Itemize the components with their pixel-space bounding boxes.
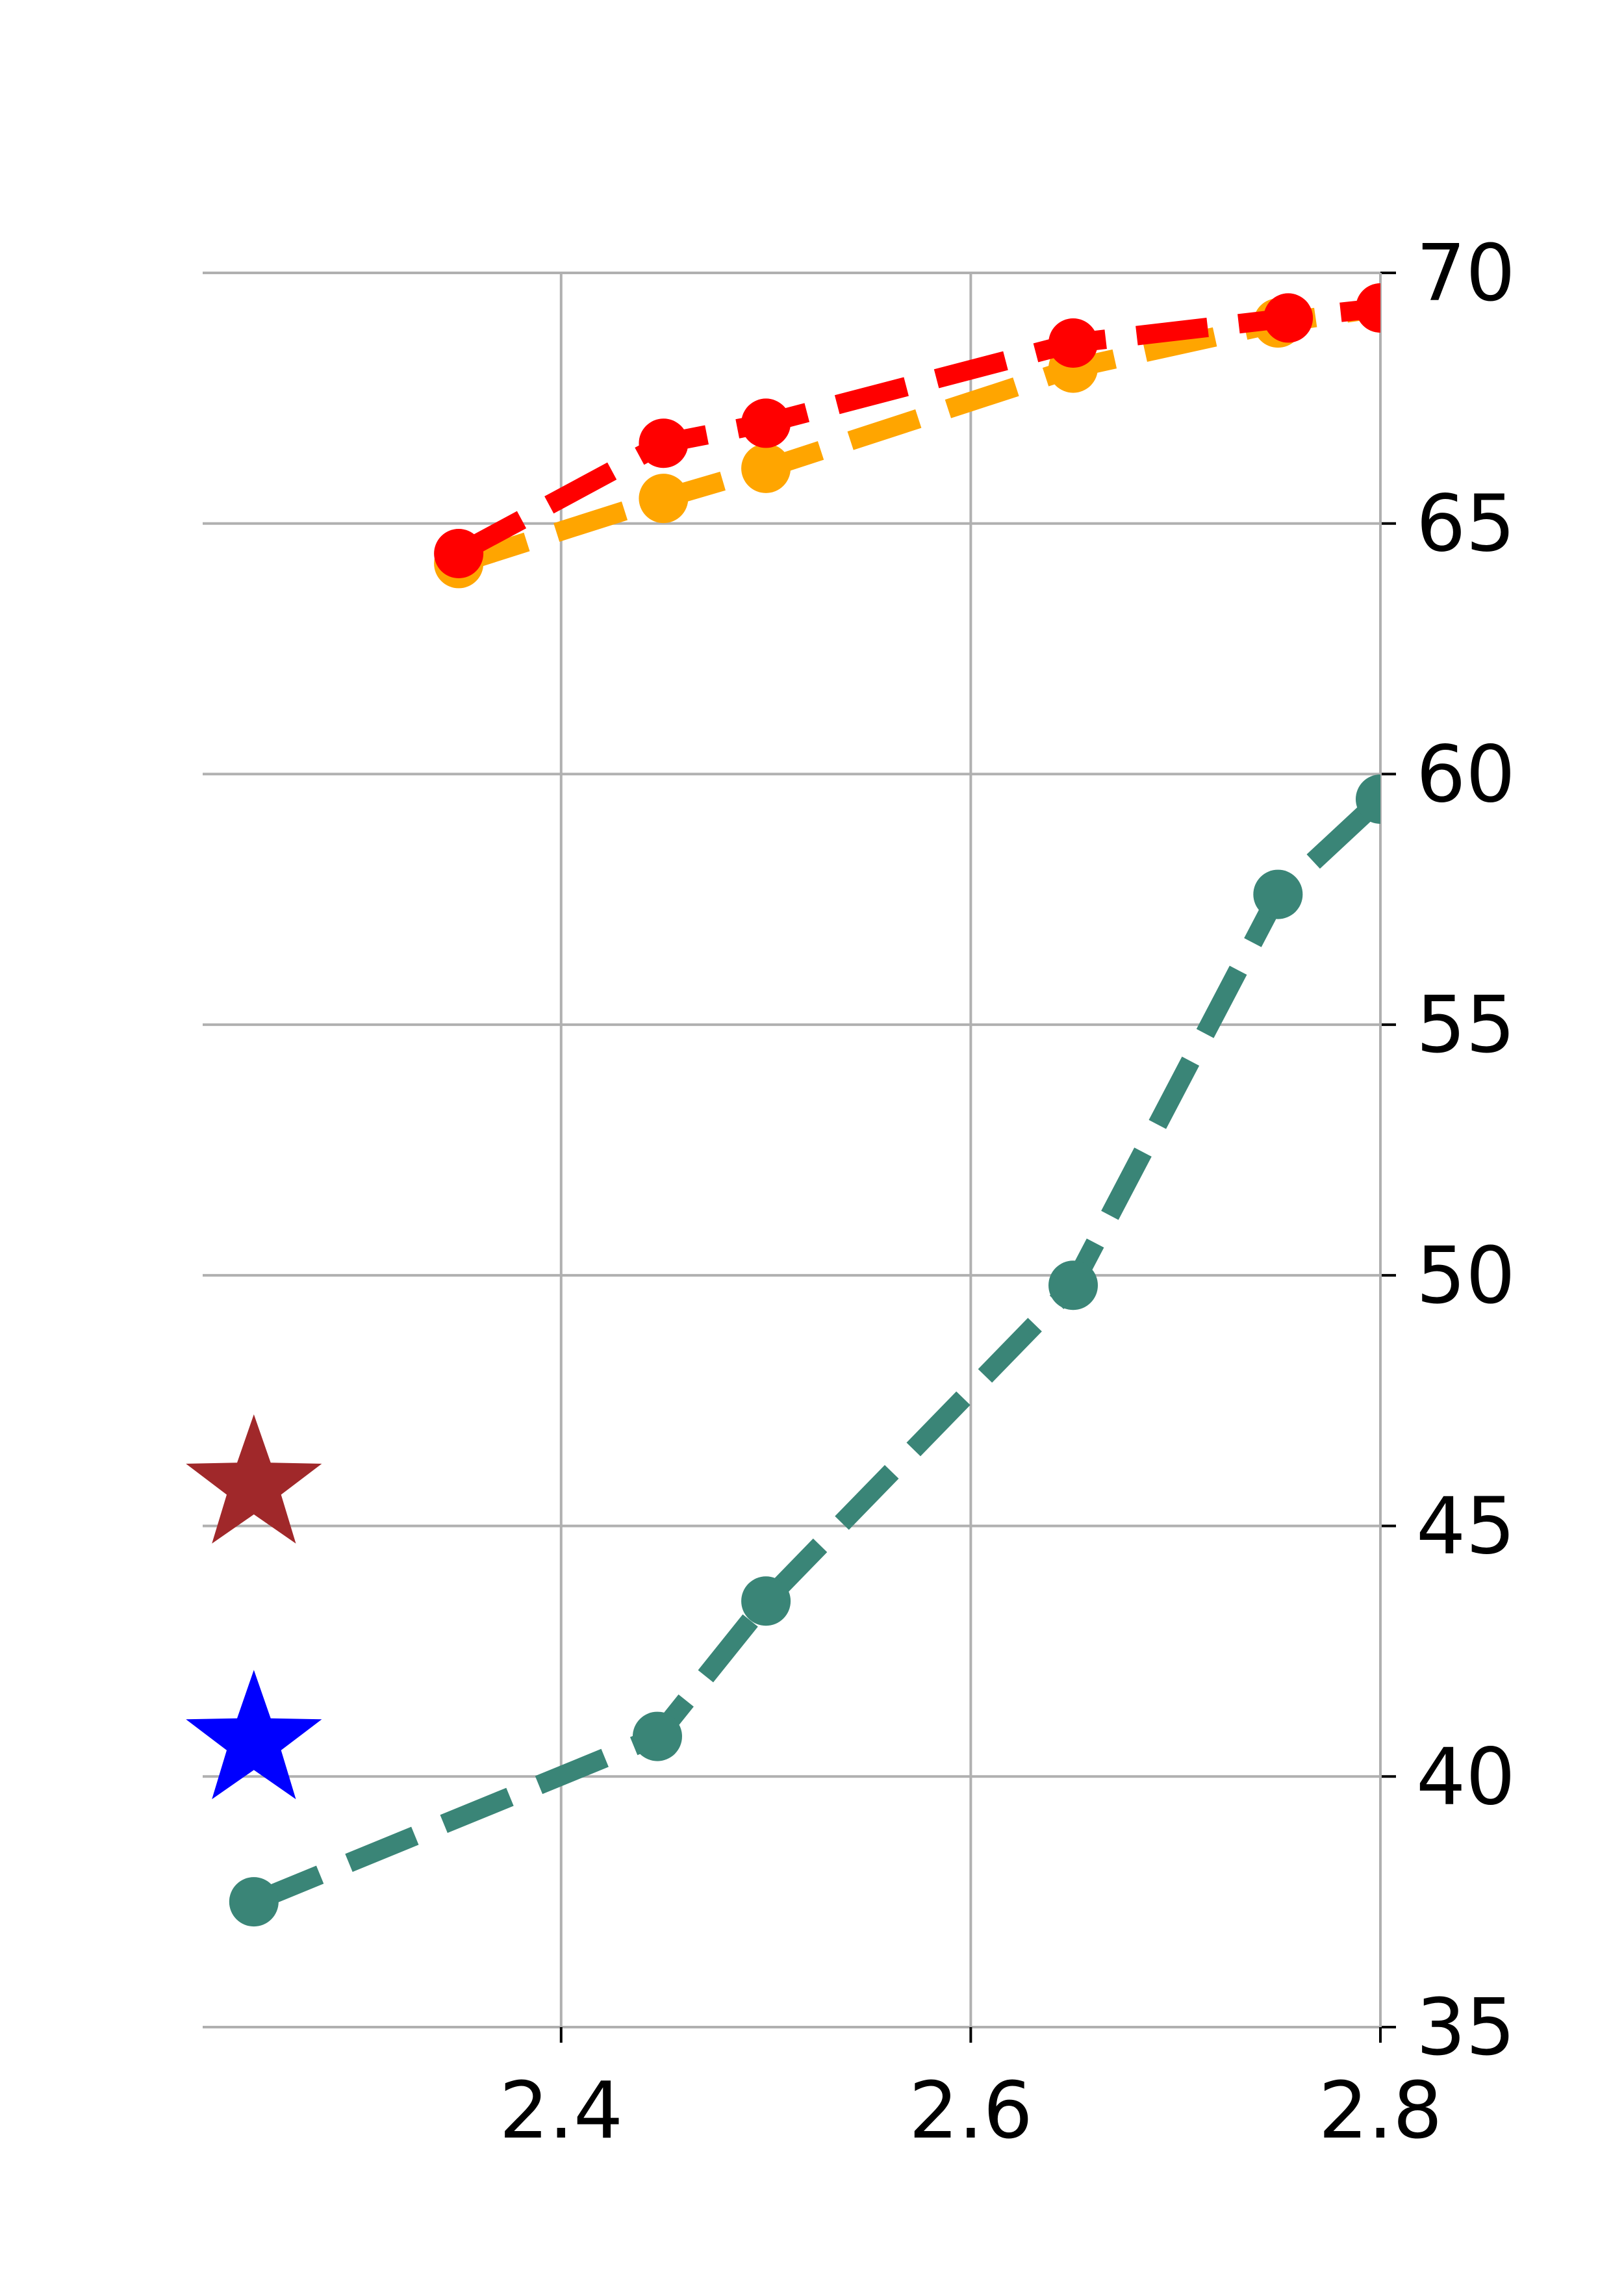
markers <box>186 1414 322 1800</box>
star-marker <box>186 1414 322 1544</box>
x-tick-label: 2.6 <box>909 2066 1033 2156</box>
data-point <box>1253 869 1303 919</box>
data-point <box>1048 1260 1098 1310</box>
data-point <box>741 398 791 448</box>
data-point <box>1356 283 1380 333</box>
data-point <box>1263 293 1313 343</box>
y-tick-label: 60 <box>1416 730 1516 820</box>
y-tick-label: 70 <box>1416 229 1516 319</box>
series-2 <box>229 774 1380 1927</box>
data-point <box>741 443 791 493</box>
data-point <box>632 1711 682 1761</box>
data-point <box>434 529 484 578</box>
series-line <box>455 298 1380 573</box>
y-tick-label: 40 <box>1416 1732 1516 1822</box>
data-point <box>639 418 689 468</box>
grid <box>203 272 1382 2028</box>
y-tick-label: 65 <box>1416 479 1516 570</box>
series-line <box>250 792 1380 1911</box>
star-marker <box>186 1670 322 1800</box>
data-point <box>1048 318 1098 368</box>
series <box>229 283 1380 1927</box>
data-point <box>1356 774 1380 824</box>
x-tick-label: 2.4 <box>499 2066 623 2156</box>
y-tick-label: 50 <box>1416 1231 1516 1322</box>
data-point <box>639 474 689 524</box>
y-tick-label: 35 <box>1416 1983 1516 2073</box>
y-tick-label: 45 <box>1416 1482 1516 1572</box>
axes <box>559 272 1396 2043</box>
data-point <box>229 1877 279 1927</box>
x-tick-label: 2.8 <box>1319 2066 1443 2156</box>
series-1 <box>434 283 1380 578</box>
y-tick-label: 55 <box>1416 980 1516 1071</box>
data-point <box>741 1576 791 1626</box>
tick-labels: 35 40 45 50 55 60 65 70 2.4 2.6 2.8 <box>499 229 1515 2156</box>
